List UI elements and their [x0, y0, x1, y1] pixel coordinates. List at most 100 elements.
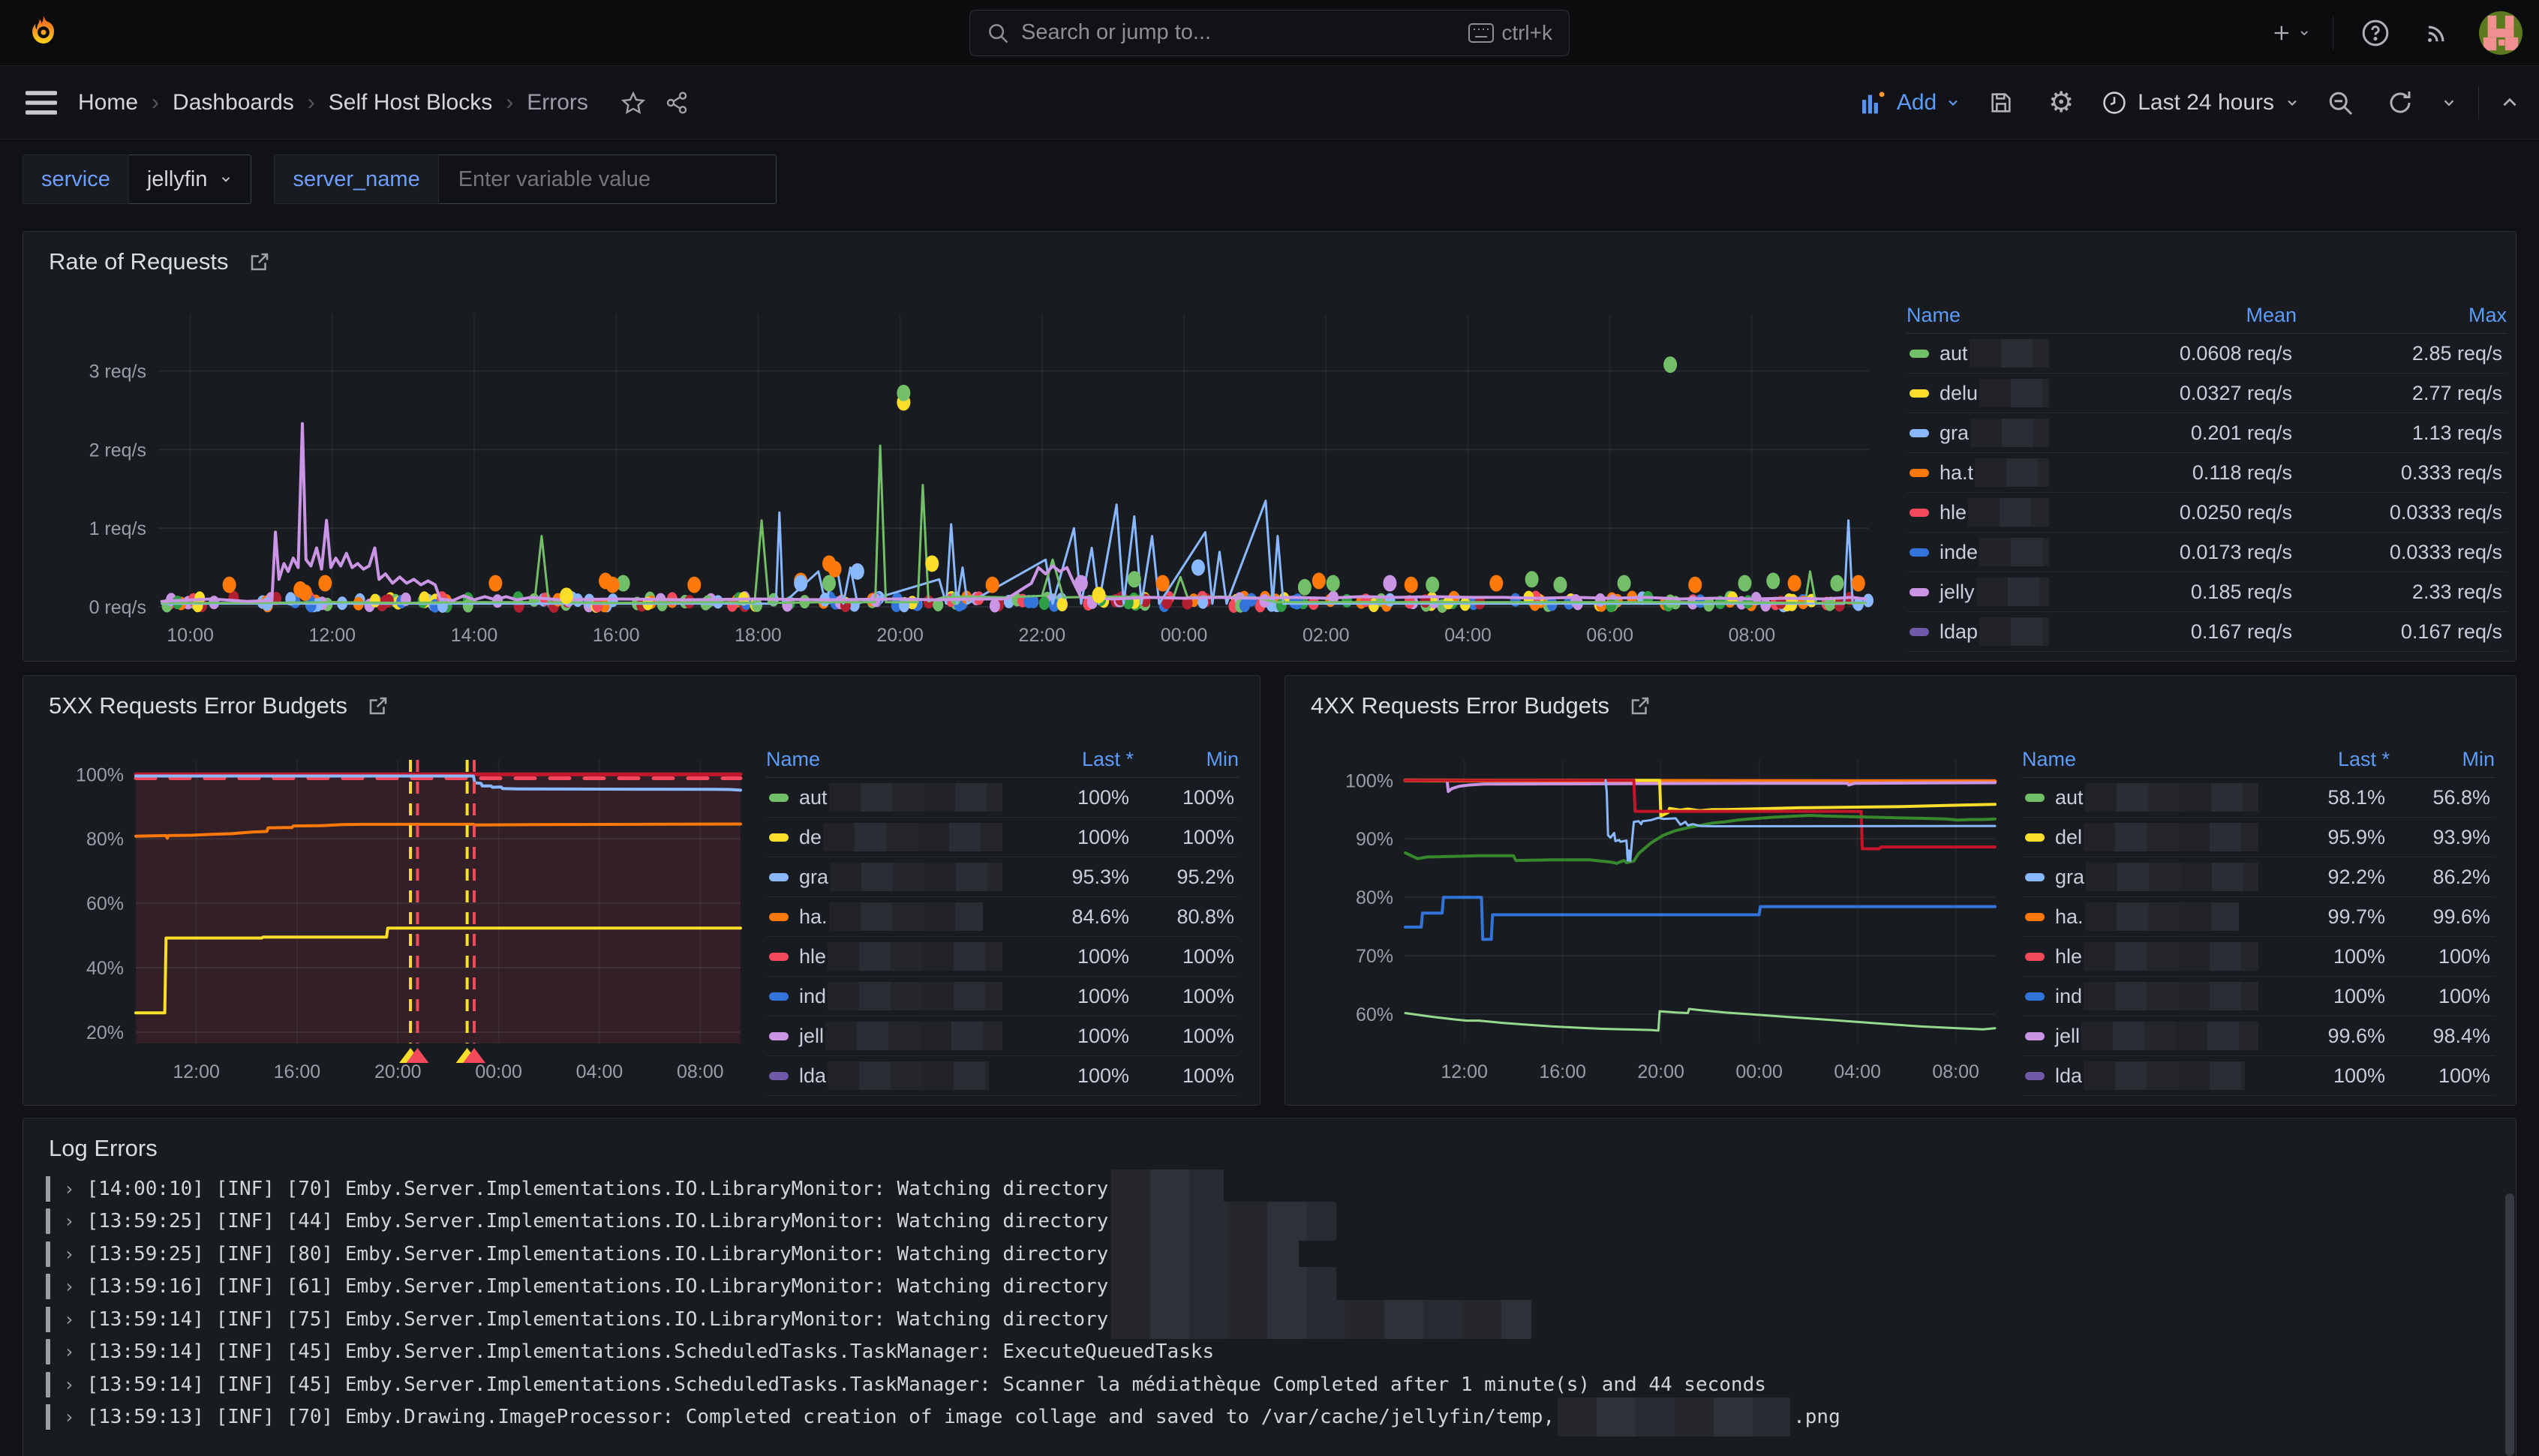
log-row[interactable]: › [13:59:25] [INF] [44] Emby.Server.Imple…	[46, 1202, 2486, 1241]
time-range-picker[interactable]: Last 24 hours	[2102, 90, 2300, 116]
collapse-up-icon[interactable]	[2500, 93, 2519, 113]
legend-row: ind 100% 100%	[766, 977, 1239, 1016]
chevron-down-icon[interactable]	[2441, 95, 2457, 111]
variable-server-input[interactable]	[456, 166, 758, 193]
expand-row-icon[interactable]: ›	[64, 1341, 75, 1363]
news-rss-icon[interactable]	[2417, 14, 2456, 53]
redacted-name	[2084, 982, 2258, 1010]
legend-series-name[interactable]: gra	[766, 863, 1002, 891]
save-dashboard-button[interactable]	[1982, 83, 2021, 122]
log-row[interactable]: › [13:59:16] [INF] [61] Emby.Server.Imple…	[46, 1267, 2486, 1307]
user-avatar[interactable]	[2479, 11, 2522, 55]
expand-row-icon[interactable]: ›	[64, 1406, 75, 1428]
breadcrumb-folder[interactable]: Self Host Blocks	[328, 89, 493, 115]
log-level-bar	[46, 1404, 50, 1430]
5xx-chart-canvas[interactable]: 20% 40% 60% 80% 100% 12:00 16:00 20:00 00:00 04:0…	[46, 743, 751, 1096]
new-button[interactable]	[2271, 14, 2310, 53]
legend-series-name[interactable]: jelly	[1907, 578, 2049, 606]
series-color-swatch	[2025, 992, 2045, 1001]
legend-series-name[interactable]: lda	[2022, 1061, 2258, 1090]
legend-series-name[interactable]: aut	[2022, 783, 2258, 812]
svg-text:0 req/s: 0 req/s	[89, 597, 146, 618]
expand-row-icon[interactable]: ›	[64, 1373, 75, 1395]
legend-series-name[interactable]: de	[766, 823, 1002, 851]
legend-series-name[interactable]: gra	[1907, 419, 2049, 447]
legend-series-name[interactable]: del	[2022, 823, 2258, 851]
legend-series-name[interactable]: inde	[1907, 538, 2049, 566]
log-row[interactable]: › [13:59:14] [INF] [75] Emby.Server.Imple…	[46, 1299, 2486, 1339]
panel-title[interactable]: Log Errors	[49, 1135, 158, 1161]
menu-icon[interactable]	[26, 89, 57, 116]
legend-series-name[interactable]: ind	[2022, 982, 2258, 1010]
legend-col-last[interactable]: Last *	[1081, 748, 1134, 770]
legend-series-name[interactable]: aut	[766, 783, 1002, 812]
variable-service-select[interactable]: jellyfin	[128, 155, 252, 204]
grafana-logo-icon[interactable]	[23, 12, 65, 54]
legend-series-name[interactable]: ha.	[2022, 902, 2258, 931]
svg-text:90%: 90%	[1356, 829, 1393, 850]
legend-series-name[interactable]: hle	[766, 942, 1002, 971]
rate-chart-canvas[interactable]: 0 req/s 1 req/s 2 req/s 3 req/s 10:00 12:00 14…	[46, 299, 1884, 652]
share-icon[interactable]	[665, 91, 689, 115]
panel-title[interactable]: 5XX Requests Error Budgets	[49, 692, 389, 719]
legend-series-name[interactable]: jell	[766, 1022, 1002, 1050]
legend-header: Name Mean Max	[1907, 298, 2507, 334]
log-scrollbar[interactable]	[2505, 1193, 2514, 1456]
breadcrumb-home[interactable]: Home	[78, 89, 139, 115]
legend-value: 99.7%	[2327, 905, 2385, 928]
help-icon[interactable]	[2356, 14, 2395, 53]
expand-row-icon[interactable]: ›	[64, 1308, 75, 1330]
legend-row: lda 100% 100%	[766, 1056, 1239, 1096]
legend-col-mean[interactable]: Mean	[2246, 304, 2297, 326]
expand-row-icon[interactable]: ›	[64, 1211, 75, 1232]
legend-col-min[interactable]: Min	[2462, 748, 2495, 770]
legend-series-name[interactable]: ha.t	[1907, 458, 2049, 487]
legend-col-max[interactable]: Max	[2468, 304, 2507, 326]
svg-text:12:00: 12:00	[1441, 1061, 1488, 1082]
legend-series-name[interactable]: aut	[1907, 339, 2049, 368]
legend-series-name[interactable]: gra	[2022, 863, 2258, 891]
legend-series-name[interactable]: ldap	[1907, 617, 2049, 646]
log-row[interactable]: › [13:59:25] [INF] [80] Emby.Server.Imple…	[46, 1234, 2486, 1274]
breadcrumb-dashboards[interactable]: Dashboards	[173, 89, 294, 115]
legend-series-name[interactable]: lda	[766, 1061, 1002, 1090]
expand-row-icon[interactable]: ›	[64, 1243, 75, 1265]
open-in-new-icon[interactable]	[248, 251, 271, 273]
legend-series-name[interactable]: hle	[2022, 942, 2258, 971]
search-input[interactable]: Search or jump to... ctrl+k	[969, 9, 1570, 56]
zoom-out-icon[interactable]	[2321, 83, 2360, 122]
4xx-chart-canvas[interactable]: 60% 70% 80% 90% 100% 12:00 16:00 20:00 00:00 04:0…	[1308, 743, 2006, 1096]
legend-value: 100%	[1077, 944, 1129, 968]
legend-col-min[interactable]: Min	[1206, 748, 1239, 770]
refresh-icon[interactable]	[2381, 83, 2420, 122]
legend-series-name[interactable]: hle	[1907, 498, 2049, 527]
legend-row: lda 100% 100%	[2022, 1056, 2495, 1096]
panel-title[interactable]: 4XX Requests Error Budgets	[1311, 692, 1651, 719]
legend-series-name[interactable]: delu	[1907, 379, 2049, 407]
settings-gear-icon[interactable]: ⚙	[2048, 87, 2075, 119]
legend-series-name[interactable]: jell	[2022, 1022, 2258, 1050]
expand-row-icon[interactable]: ›	[64, 1276, 75, 1298]
star-icon[interactable]	[620, 90, 645, 115]
svg-text:2 req/s: 2 req/s	[89, 440, 146, 461]
log-row[interactable]: › [14:00:10] [INF] [70] Emby.Server.Imple…	[46, 1169, 2486, 1208]
log-row[interactable]: › [13:59:14] [INF] [45] Emby.Server.Imple…	[46, 1336, 2486, 1369]
open-in-new-icon[interactable]	[1629, 695, 1651, 717]
legend-col-name[interactable]: Name	[766, 748, 821, 770]
svg-text:08:00: 08:00	[677, 1061, 724, 1082]
panel-title[interactable]: Rate of Requests	[49, 248, 271, 275]
open-in-new-icon[interactable]	[367, 695, 389, 717]
legend-series-name[interactable]: ha.	[766, 902, 1002, 931]
expand-row-icon[interactable]: ›	[64, 1178, 75, 1199]
add-panel-button[interactable]: Add	[1861, 90, 1961, 116]
log-row[interactable]: › [13:59:14] [INF] [45] Emby.Server.Imple…	[46, 1368, 2486, 1401]
series-color-swatch	[2025, 872, 2045, 881]
log-row[interactable]: › [13:59:13] [INF] [70] Emby.Drawing.Imag…	[46, 1397, 2486, 1437]
legend-col-last[interactable]: Last *	[2337, 748, 2390, 770]
log-message: [13:59:14] [INF] [45] Emby.Server.Implem…	[86, 1340, 1215, 1364]
redacted-name	[1969, 339, 2049, 368]
legend-col-name[interactable]: Name	[1907, 304, 1961, 326]
legend-col-name[interactable]: Name	[2022, 748, 2077, 770]
legend-value: 0.118 req/s	[2192, 461, 2292, 484]
legend-series-name[interactable]: ind	[766, 982, 1002, 1010]
